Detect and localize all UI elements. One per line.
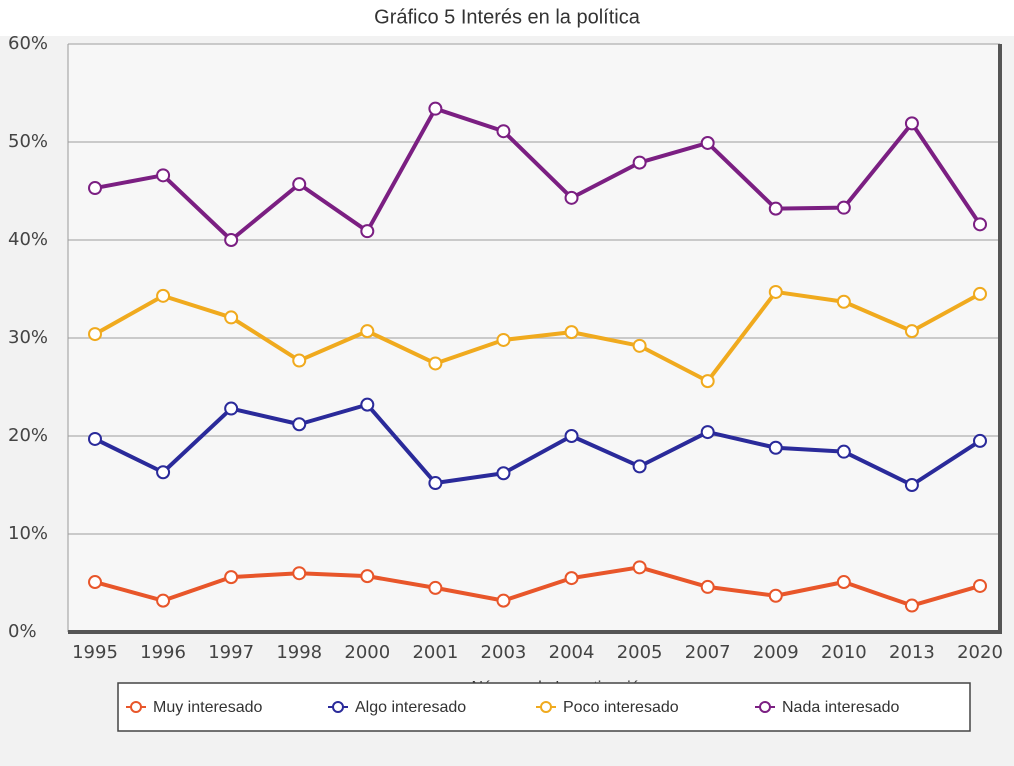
point [428, 356, 443, 371]
point [564, 571, 579, 586]
x-tick-label: 1995 [72, 642, 118, 663]
point [292, 417, 307, 432]
point [224, 310, 239, 325]
point [768, 201, 783, 216]
point [700, 579, 715, 594]
x-tick-label: 2010 [821, 642, 867, 663]
x-tick-label: 2004 [549, 642, 595, 663]
point [700, 135, 715, 150]
point [156, 168, 171, 183]
x-tick-label: 2001 [412, 642, 458, 663]
x-tick-label: 1996 [140, 642, 186, 663]
x-tick-label: 2007 [685, 642, 731, 663]
point [564, 190, 579, 205]
x-tick-label: 2005 [617, 642, 663, 663]
point [224, 233, 239, 247]
point [156, 288, 171, 303]
point [88, 575, 102, 590]
y-tick-label: 60% [8, 33, 48, 54]
point [836, 444, 851, 459]
point [496, 124, 511, 139]
point [496, 593, 511, 608]
legend-marker [759, 701, 771, 713]
point [973, 217, 987, 232]
y-tick-label: 10% [8, 523, 48, 544]
point [564, 429, 579, 443]
point [564, 325, 579, 340]
point [904, 324, 919, 339]
x-tick-label: 2003 [481, 642, 527, 663]
legend-label: Algo interesado [355, 699, 466, 716]
point [836, 294, 851, 309]
point [428, 580, 443, 595]
point [156, 465, 171, 480]
chart-title: Gráfico 5 Interés en la política [374, 6, 641, 28]
y-tick-label: 0% [8, 621, 37, 642]
point [700, 374, 715, 389]
point [292, 566, 307, 581]
x-tick-label: 1997 [208, 642, 254, 663]
legend-label: Muy interesado [153, 699, 262, 716]
point [632, 155, 647, 170]
point [632, 338, 647, 353]
point [700, 425, 715, 440]
point [768, 588, 783, 603]
series-line [94, 565, 981, 608]
legend-label: Poco interesado [563, 699, 679, 716]
point [904, 116, 919, 131]
point [292, 177, 307, 192]
point [632, 459, 647, 474]
point [88, 181, 102, 196]
legend-marker [332, 701, 344, 713]
point [496, 466, 511, 481]
point [768, 440, 783, 455]
point [836, 200, 851, 215]
legend-marker [540, 701, 552, 713]
x-tick-label: 1998 [276, 642, 322, 663]
y-tick-label: 20% [8, 425, 48, 446]
point [428, 476, 443, 491]
x-tick-label: 2013 [889, 642, 935, 663]
point [904, 478, 919, 492]
legend-label: Nada interesado [782, 699, 900, 716]
point [904, 598, 919, 613]
point [496, 332, 511, 347]
point [768, 284, 783, 299]
point [428, 101, 443, 116]
point [360, 397, 375, 412]
point [224, 570, 239, 585]
point [292, 353, 307, 368]
series-line [94, 289, 981, 384]
point [973, 578, 987, 593]
series-line [94, 402, 982, 487]
y-tick-label: 50% [8, 131, 48, 152]
point [88, 327, 102, 342]
y-tick-label: 30% [8, 327, 48, 348]
x-tick-label: 2009 [753, 642, 799, 663]
point [360, 224, 375, 239]
point [973, 286, 987, 301]
point [360, 324, 375, 339]
point [360, 569, 375, 584]
x-tick-label: 2020 [957, 642, 1003, 663]
point [836, 575, 851, 590]
point [632, 560, 647, 575]
point [88, 431, 102, 446]
point [973, 433, 987, 448]
point [156, 593, 171, 608]
legend-marker [130, 701, 142, 713]
y-tick-label: 40% [8, 229, 48, 250]
series-line [94, 106, 982, 242]
point [224, 401, 239, 416]
x-tick-label: 2000 [344, 642, 390, 663]
